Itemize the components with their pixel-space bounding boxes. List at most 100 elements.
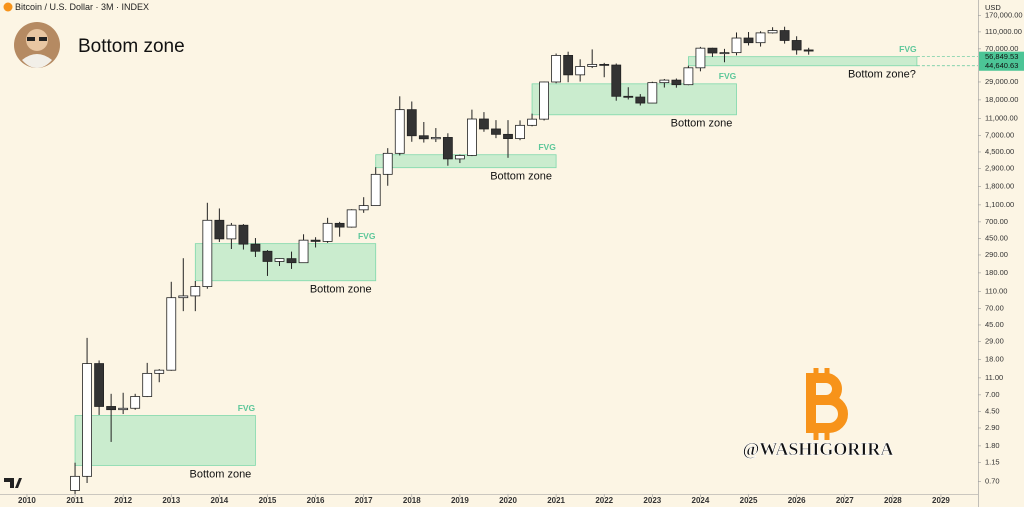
candle-body xyxy=(527,118,537,126)
fvg-label: FVG xyxy=(719,71,737,81)
candle-body xyxy=(454,155,465,160)
zone-note: Bottom zone xyxy=(310,284,372,296)
x-tick-label: 2028 xyxy=(884,496,902,505)
x-tick-label: 2019 xyxy=(451,496,469,505)
avatar xyxy=(14,22,60,68)
x-tick-label: 2022 xyxy=(595,496,613,505)
candle-body xyxy=(683,67,694,86)
y-tick-label: 290.00 xyxy=(985,250,1008,259)
candle-body xyxy=(551,55,562,83)
price-label-box xyxy=(979,60,1024,71)
candle-body xyxy=(262,250,273,262)
y-tick-label: 1.80 xyxy=(985,441,1000,450)
candle-body xyxy=(274,258,285,262)
y-tick-label: 11.00 xyxy=(985,373,1003,382)
candle-body xyxy=(214,219,225,240)
bitcoin-logo xyxy=(806,368,848,440)
x-tick-label: 2029 xyxy=(932,496,950,505)
currency-label: USD xyxy=(985,3,1001,12)
candle-body xyxy=(491,128,501,135)
candle-body xyxy=(707,47,718,54)
candle-body xyxy=(647,82,658,104)
candle-body xyxy=(310,239,321,242)
candle-body xyxy=(82,363,92,477)
candle-body xyxy=(154,369,165,374)
candle-body xyxy=(382,152,393,175)
candle-body xyxy=(238,224,249,245)
candle-body xyxy=(166,297,177,371)
chart-subtitle: Bitcoin / U.S. Dollar · 3M · INDEX xyxy=(15,2,149,12)
x-tick-label: 2018 xyxy=(403,496,421,505)
candle-body xyxy=(94,363,104,407)
candle-body xyxy=(515,124,525,140)
x-tick-label: 2023 xyxy=(643,496,661,505)
y-tick-label: 1,800.00 xyxy=(985,181,1014,190)
y-tick-label: 170,000.00 xyxy=(985,11,1023,20)
zone-note: Bottom zone xyxy=(190,468,252,480)
candle-body xyxy=(731,37,742,54)
candle-body xyxy=(202,219,213,287)
candle-body xyxy=(503,133,513,140)
candle-body xyxy=(791,40,802,51)
candle-body xyxy=(767,30,778,34)
candle-body xyxy=(106,406,117,411)
candle-body xyxy=(298,239,309,264)
price-label: 44,640.63 xyxy=(985,61,1018,70)
y-tick-label: 7.00 xyxy=(985,390,1000,399)
candle-body xyxy=(671,79,682,86)
watermark: @WASHIGORIRA xyxy=(743,439,894,459)
x-tick-label: 2013 xyxy=(162,496,180,505)
y-tick-label: 700.00 xyxy=(985,217,1008,226)
x-tick-label: 2010 xyxy=(18,496,36,505)
zone-note: Bottom zone xyxy=(671,118,733,130)
candle-body xyxy=(779,30,790,41)
x-tick-label: 2021 xyxy=(547,496,565,505)
candle-body xyxy=(587,63,598,67)
price-label-box xyxy=(979,51,1024,62)
candle-body xyxy=(659,79,670,84)
y-tick-label: 110,000.00 xyxy=(985,27,1022,36)
y-tick-label: 45.00 xyxy=(985,320,1004,329)
x-tick-label: 2011 xyxy=(66,496,84,505)
fvg-zone xyxy=(194,243,377,282)
candle-body xyxy=(539,81,549,120)
fvg-zone xyxy=(688,56,918,67)
candle-body xyxy=(803,49,814,52)
chart-title: Bottom zone xyxy=(78,36,185,57)
x-tick-label: 2020 xyxy=(499,496,517,505)
candle-body xyxy=(346,209,357,228)
fvg-label: FVG xyxy=(538,142,556,152)
fvg-zone xyxy=(531,83,737,116)
fvg-label: FVG xyxy=(358,231,376,241)
candle-body xyxy=(286,258,297,264)
x-tick-label: 2014 xyxy=(210,496,228,505)
x-tick-label: 2012 xyxy=(114,496,132,505)
candle-body xyxy=(611,64,622,97)
candle-body xyxy=(430,137,441,140)
y-tick-label: 4,500.00 xyxy=(985,147,1014,156)
zone-note: Bottom zone xyxy=(490,171,552,183)
candle-body xyxy=(370,173,381,207)
candle-body xyxy=(575,66,586,76)
zone-note: Bottom zone? xyxy=(848,69,916,81)
y-tick-label: 11,000.00 xyxy=(985,113,1018,122)
y-tick-label: 4.50 xyxy=(985,406,1000,415)
candle-body xyxy=(394,109,405,154)
candle-body xyxy=(467,118,477,156)
y-tick-label: 1,100.00 xyxy=(985,200,1014,209)
candle-body xyxy=(635,96,646,104)
candle-body xyxy=(358,205,369,211)
candle-body xyxy=(70,475,80,491)
y-tick-label: 1.15 xyxy=(985,458,1000,467)
candle-body xyxy=(130,396,141,409)
x-tick-label: 2015 xyxy=(259,496,277,505)
candle-body xyxy=(563,55,574,76)
x-tick-label: 2025 xyxy=(740,496,758,505)
y-tick-label: 180.00 xyxy=(985,268,1008,277)
candle-body xyxy=(178,295,189,299)
y-tick-label: 18.00 xyxy=(985,354,1004,363)
candle-body xyxy=(719,52,730,55)
y-tick-label: 2.90 xyxy=(985,423,1000,432)
candle-body xyxy=(322,222,333,242)
x-tick-label: 2016 xyxy=(307,496,325,505)
